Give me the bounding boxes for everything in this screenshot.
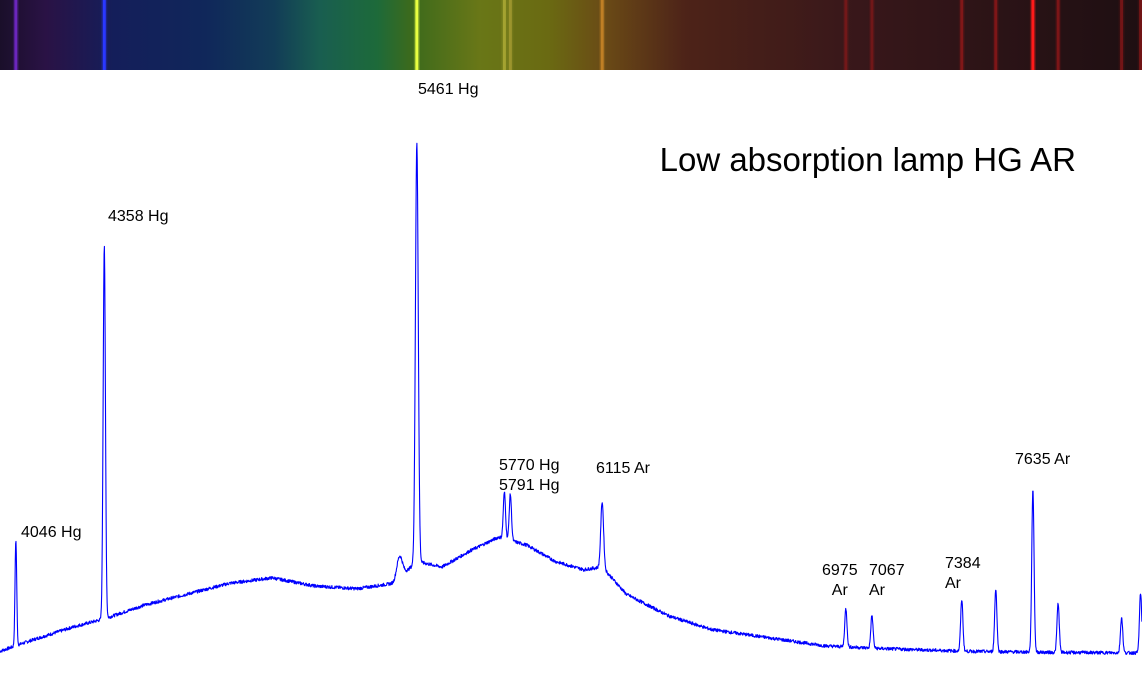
spectrum-line-7635 xyxy=(1031,0,1035,70)
spectrum-emission-lines xyxy=(12,0,1142,70)
peak-label-line: Ar xyxy=(831,582,848,599)
peak-label-line: 5770 Hg xyxy=(499,457,560,474)
peak-label-6115: 6115 Ar xyxy=(596,459,650,479)
peak-label-line: Ar xyxy=(945,575,961,592)
peak-label-line: 7384 xyxy=(945,555,981,572)
spectrum-line-7948 xyxy=(1120,0,1124,70)
peak-label-line: Ar xyxy=(869,582,885,599)
peak-label-line: 7067 xyxy=(869,562,905,579)
color-spectrum-strip xyxy=(0,0,1142,70)
spectrum-background xyxy=(0,0,1142,70)
peak-label-line: 7635 Ar xyxy=(1015,451,1071,468)
spectrum-line-7504 xyxy=(994,0,998,70)
spectrum-line-glow-7067 xyxy=(868,0,875,70)
spectrum-plot xyxy=(0,142,1142,655)
spectrum-line-7724 xyxy=(1056,0,1060,70)
peak-label-line: 4046 Hg xyxy=(21,524,82,541)
spectrum-line-glow-8015 xyxy=(1137,0,1142,70)
peak-label-line: 5461 Hg xyxy=(418,81,479,98)
peak-label-line: 6115 Ar xyxy=(596,460,650,477)
peak-label-4358: 4358 Hg xyxy=(108,207,169,227)
peak-label-7635: 7635 Ar xyxy=(1015,450,1070,470)
spectrum-intensity-line xyxy=(0,142,1142,655)
spectrum-line-5770 xyxy=(502,0,506,70)
spectrum-line-6115 xyxy=(600,0,604,70)
peak-label-6975: 6975 Ar xyxy=(822,561,858,601)
peak-label-7067: 7067 Ar xyxy=(869,561,905,601)
spectrum-line-6975 xyxy=(844,0,848,70)
spectrum-line-7067 xyxy=(870,0,874,70)
spectrum-line-7384 xyxy=(960,0,964,70)
chart-title: Low absorption lamp HG AR xyxy=(659,141,1076,178)
spectrum-line-glow-7948 xyxy=(1118,0,1125,70)
spectrum-line-5791 xyxy=(508,0,512,70)
peak-label-4046: 4046 Hg xyxy=(21,523,82,543)
peak-label-7384: 7384 Ar xyxy=(945,554,981,594)
peak-label-line: 4358 Hg xyxy=(108,208,169,225)
spectrum-line-glow-6975 xyxy=(842,0,849,70)
peak-label-5770-5791: 5770 Hg 5791 Hg xyxy=(499,456,560,496)
spectrum-line-4358 xyxy=(102,0,106,70)
spectrum-line-4046 xyxy=(14,0,18,70)
peak-label-5461: 5461 Hg xyxy=(418,80,479,100)
peak-label-line: 6975 xyxy=(822,562,858,579)
peak-label-line: 5791 Hg xyxy=(499,477,560,494)
spectrum-line-8015 xyxy=(1139,0,1142,70)
spectrum-line-5461 xyxy=(415,0,419,70)
